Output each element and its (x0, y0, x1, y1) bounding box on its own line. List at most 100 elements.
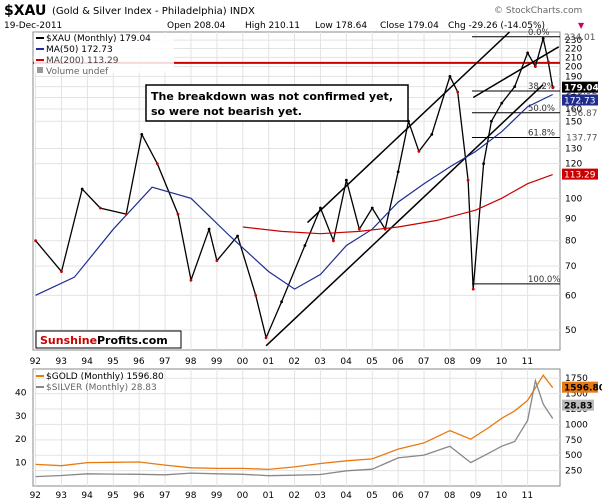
fib-value-label: 137.77 (566, 133, 598, 143)
x-tick-label: 05 (366, 357, 377, 367)
xau-data-point (344, 178, 348, 182)
close-value: Close 179.04 (380, 21, 439, 31)
brand-name-part2: Profits.com (97, 334, 168, 347)
xau-data-point (155, 162, 159, 166)
xau-data-point (254, 293, 258, 297)
y-tick-label: 130 (565, 144, 582, 154)
y-tick-label: 220 (565, 45, 582, 55)
bottom-x-tick-label: 03 (314, 491, 325, 501)
xau-data-point (332, 239, 335, 243)
bottom-x-tick-label: 93 (55, 491, 66, 501)
chart-symbol: $XAU (4, 3, 46, 19)
xau-data-point (280, 300, 284, 304)
open-value: Open 208.04 (167, 21, 226, 31)
bottom-x-tick-label: 02 (289, 491, 300, 501)
xau-data-point (526, 51, 530, 55)
gold-price-tag-box (562, 381, 598, 393)
x-tick-label: 07 (418, 357, 429, 367)
y-tick-label: 80 (565, 237, 577, 247)
bottom-x-tick-label: 99 (211, 491, 223, 501)
xau-data-point (533, 65, 537, 69)
xau-data-point (396, 170, 400, 174)
price-tag-box (562, 81, 598, 93)
xau-data-point (98, 206, 102, 210)
bottom-x-tick-label: 10 (496, 491, 508, 501)
xau-data-point (80, 187, 84, 191)
series-line-ma50 (35, 93, 553, 296)
xau-data-point (60, 270, 63, 273)
annotation-box: The breakdown was not confirmed yet, so … (145, 84, 409, 122)
bottom-x-tick-label: 01 (263, 491, 274, 501)
y-tick-label: 70 (565, 262, 577, 272)
x-tick-label: 93 (55, 357, 66, 367)
x-tick-label: 04 (340, 357, 352, 367)
series-line-ma200 (242, 174, 553, 235)
y-tick-label: 120 (565, 160, 582, 170)
bottom-x-tick-label: 04 (340, 491, 352, 501)
xau-data-point (471, 287, 475, 291)
xau-data-point (430, 132, 434, 136)
bottom-legend: $GOLD (Monthly) 1596.80 $SILVER (Monthly… (36, 372, 164, 393)
legend-swatch-volume (37, 67, 43, 73)
xau-data-point (513, 85, 517, 89)
y-tick-label: 90 (565, 214, 577, 224)
xau-data-point (546, 60, 550, 64)
xau-data-point (370, 206, 374, 210)
legend-xau: $XAU (Monthly) 179.04 (46, 34, 151, 44)
bottom-x-tick-label: 09 (470, 491, 482, 501)
bottom-x-tick-label: 00 (237, 491, 249, 501)
xau-data-point (189, 278, 193, 282)
bottom-y-tick-right: 1750 (565, 374, 588, 384)
bottom-y-tick-left: 40 (15, 388, 27, 398)
y-tick-label: 190 (565, 72, 582, 82)
x-tick-label: 98 (185, 357, 197, 367)
price-tag-label: 179.04 (564, 84, 599, 94)
xau-data-point (466, 178, 470, 182)
legend-volume: Volume undef (46, 67, 109, 77)
annotation-line-2: so were not bearish yet. (151, 105, 302, 118)
x-tick-label: 02 (289, 357, 300, 367)
bottom-x-tick-label: 06 (392, 491, 404, 501)
fib-percent-label: 50.0% (528, 104, 555, 114)
y-tick-label: 60 (565, 291, 577, 301)
bottom-y-tick-left: 20 (15, 435, 27, 445)
main-y-ticks: 5060708090100120130150160170180190200210… (565, 36, 582, 336)
price-tag-label: 113.29 (564, 171, 596, 181)
bottom-y-tick-left: 10 (15, 459, 27, 469)
main-price-tags: 234.01 179.04 172.73 113.29 (562, 33, 599, 181)
gold-price-tag-label: 1596.80 (564, 384, 602, 394)
bottom-grid (33, 369, 560, 486)
fib-percent-label: 100.0% (528, 275, 560, 285)
xau-data-point (448, 74, 452, 78)
xau-data-point (124, 212, 128, 216)
x-tick-label: 95 (107, 357, 118, 367)
fib-percent-label: 0.0% (528, 28, 550, 38)
y-tick-label: 200 (565, 63, 582, 73)
y-tick-label: 100 (565, 194, 582, 204)
silver-price-tag-box (562, 399, 594, 411)
bottom-x-tick-label: 92 (30, 491, 41, 501)
x-tick-label: 09 (470, 357, 482, 367)
xau-data-point (236, 234, 239, 238)
chart-date: 19-Dec-2011 (4, 21, 62, 31)
y-tick-label: 50 (565, 326, 577, 336)
x-tick-label: 92 (30, 357, 41, 367)
high-value: High 210.11 (245, 21, 300, 31)
watermark: © StockCharts.com (494, 6, 582, 16)
series-line-silver (35, 378, 554, 478)
bottom-x-tick-label: 98 (185, 491, 197, 501)
xau-data-point (500, 101, 504, 105)
xau-data-point (383, 227, 387, 231)
fib-value-label: 156.87 (566, 109, 598, 119)
silver-price-tag-label: 28.83 (564, 402, 592, 412)
bottom-price-tags: 1596.80 28.83 (562, 381, 602, 412)
xau-data-point (264, 336, 268, 340)
xau-data-point (541, 37, 545, 40)
xau-data-point (140, 132, 144, 136)
bottom-x-tick-label: 95 (107, 491, 118, 501)
price-tag-box (562, 168, 598, 180)
main-legend: $XAU (Monthly) 179.04 MA(50) 172.73 MA(2… (34, 33, 174, 77)
x-tick-label: 10 (496, 357, 508, 367)
main-x-axis: 92 93 94 95 96 97 98 99 00 01 02 03 04 05 06 07 08 09 10 11 (30, 357, 533, 367)
